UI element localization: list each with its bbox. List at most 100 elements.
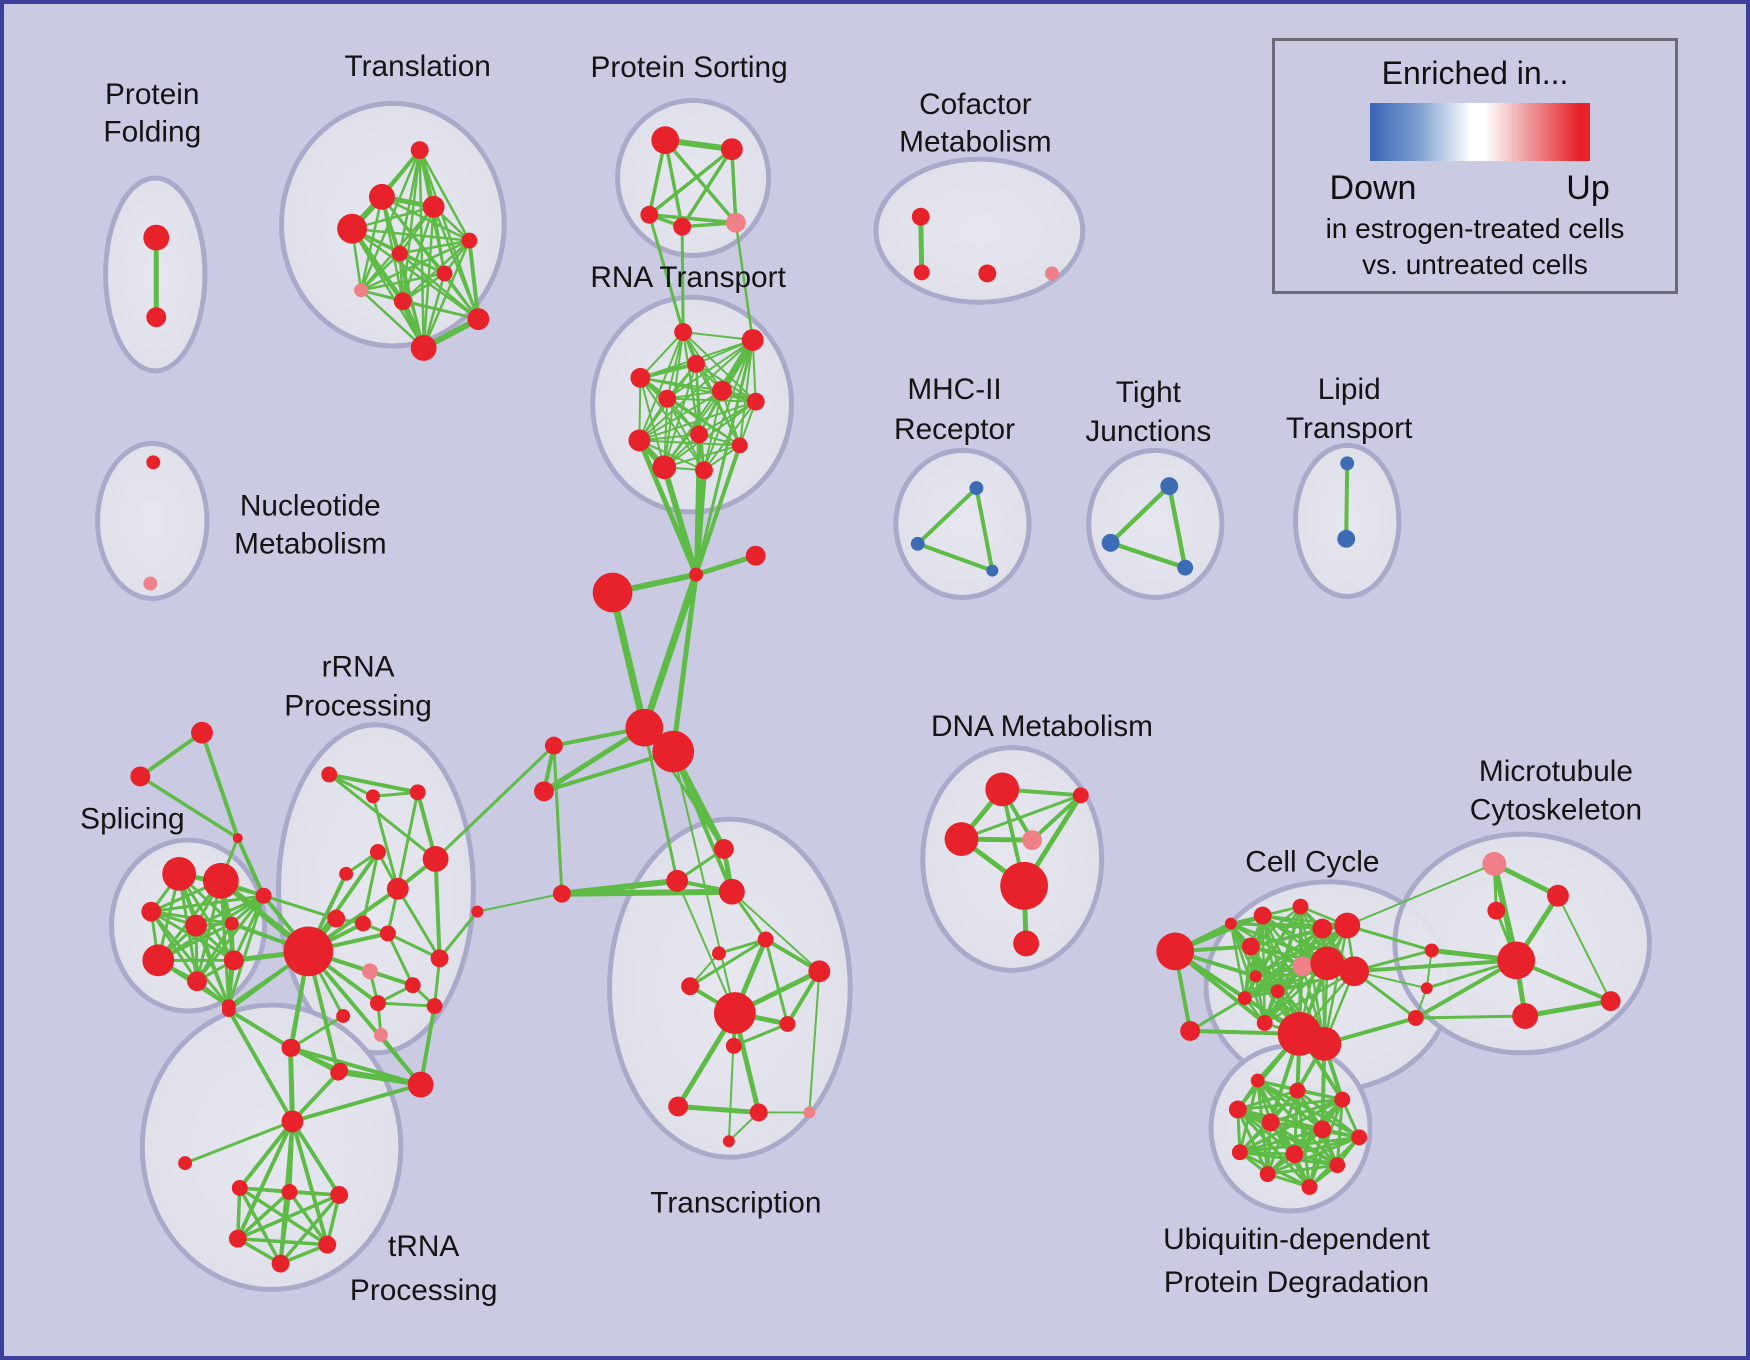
legend-gradient-bar — [1370, 103, 1590, 161]
gene-set-node-T1 — [410, 141, 429, 160]
network-edge — [327, 772, 375, 798]
gene-set-node-Mc2 — [1420, 982, 1433, 995]
gene-set-node-RR12 — [404, 977, 421, 994]
gene-set-node-RR21 — [471, 905, 484, 918]
cluster-label-protein-folding-line1: Protein — [105, 78, 199, 111]
cluster-label-rrna-processing-line2: Processing — [284, 689, 431, 722]
network-edge — [287, 1190, 329, 1247]
network-edge — [661, 464, 700, 578]
network-edge — [1236, 1089, 1299, 1111]
network-edge — [693, 553, 759, 578]
network-edge — [695, 362, 706, 472]
gene-set-node-H1 — [689, 567, 704, 582]
network-edge — [647, 147, 734, 217]
gene-set-node-T6 — [391, 245, 408, 262]
gene-set-node-S3 — [141, 901, 162, 922]
network-edge — [290, 1119, 342, 1197]
cluster-label-rrna-processing-line1: rRNA — [322, 651, 395, 684]
network-edge — [238, 1186, 283, 1266]
network-edge — [1238, 1135, 1361, 1154]
gene-set-node-CF3 — [978, 264, 997, 283]
gene-set-node-S5 — [224, 916, 239, 931]
gene-set-node-RR11 — [362, 963, 378, 980]
network-edge — [371, 794, 400, 891]
cluster-label-mhc-ii-receptor-line1: MHC-II — [907, 373, 1001, 406]
gene-set-node-PS1 — [651, 126, 680, 155]
gene-set-node-CCsat2 — [1180, 1020, 1201, 1041]
cluster-label-ubiquitin-degradation-line1: Ubiquitin-dependent — [1163, 1223, 1431, 1256]
gene-set-node-D5 — [1000, 861, 1048, 910]
network-edge — [1522, 998, 1614, 1019]
gene-set-node-CF2 — [913, 264, 930, 281]
gene-set-node-S7 — [187, 971, 207, 992]
gene-set-node-CC11 — [1270, 984, 1285, 999]
gene-set-node-S1 — [162, 856, 197, 891]
gene-set-node-TJ2 — [1101, 533, 1120, 552]
gene-set-node-CF1 — [911, 207, 930, 226]
gene-set-node-TJ1 — [1160, 477, 1179, 496]
network-edge — [287, 1045, 295, 1124]
network-edge — [290, 1068, 343, 1124]
gene-set-node-CC5 — [1312, 918, 1333, 939]
network-edge — [682, 331, 757, 403]
cluster-label-microtubule-cytoskeleton-line1: Microtubule — [1479, 755, 1633, 788]
gene-set-node-X10 — [668, 1096, 689, 1117]
network-edge — [1344, 461, 1350, 541]
network-edge — [138, 774, 240, 840]
network-edge — [694, 432, 702, 577]
legend-caption-line1: in estrogen-treated cells — [1325, 213, 1625, 244]
network-edge — [808, 970, 821, 1114]
cluster-label-microtubule-cytoskeleton-line2: Cytoskeleton — [1470, 794, 1642, 827]
network-edge — [671, 749, 734, 894]
gene-set-node-RR1 — [321, 766, 338, 783]
network-edge — [386, 932, 415, 987]
gene-set-node-U1 — [1250, 1073, 1265, 1088]
gene-set-node-RR4 — [369, 844, 386, 860]
network-edge — [290, 1082, 423, 1124]
gene-set-node-R12 — [695, 461, 713, 480]
gene-set-node-RR10 — [386, 877, 409, 900]
network-edge — [680, 147, 734, 229]
network-edge — [1030, 793, 1083, 843]
network-edge — [541, 725, 647, 794]
network-edge — [438, 910, 479, 960]
network-edge — [236, 1193, 341, 1241]
network-edge — [432, 205, 446, 275]
gene-set-node-T8 — [354, 283, 368, 298]
gene-set-node-TJ3 — [1177, 559, 1194, 576]
network-edge — [432, 205, 480, 321]
network-edge — [1254, 924, 1349, 978]
gene-set-node-Xhub — [713, 992, 756, 1034]
network-edge — [327, 772, 438, 861]
network-edge — [558, 888, 735, 897]
gene-set-node-U7 — [1351, 1129, 1368, 1146]
gene-set-node-CC1 — [1253, 906, 1272, 925]
gene-set-node-X8 — [779, 1016, 796, 1032]
gene-set-node-R10 — [731, 437, 748, 454]
cluster-ellipse-tight-junctions — [1086, 447, 1225, 600]
network-edge — [552, 744, 564, 896]
gene-set-node-U9 — [1285, 1145, 1304, 1164]
gene-set-node-U5 — [1261, 1113, 1280, 1132]
network-edge — [688, 937, 768, 988]
network-edge — [734, 221, 754, 342]
gene-set-node-U12 — [1301, 1179, 1318, 1195]
cluster-label-nucleotide-metabolism-line2: Metabolism — [234, 527, 386, 560]
network-edge — [675, 1103, 762, 1115]
gene-set-node-R1 — [674, 323, 693, 342]
legend-down-label: Down — [1329, 169, 1417, 207]
gene-set-node-H2 — [745, 545, 766, 566]
cluster-label-protein-folding-line2: Folding — [103, 116, 201, 149]
network-edge — [663, 138, 738, 225]
network-edge — [467, 238, 481, 322]
network-edge — [732, 1022, 790, 1048]
network-edge — [1414, 1014, 1527, 1020]
network-edge — [350, 227, 471, 242]
gene-set-node-RR14 — [369, 995, 386, 1012]
gene-set-node-U10 — [1329, 1157, 1346, 1174]
network-edge — [398, 252, 446, 275]
cluster-ellipse-cofactor-metabolism — [873, 156, 1086, 305]
gene-set-node-T9 — [393, 292, 412, 311]
network-edge — [730, 890, 821, 973]
gene-set-node-RR6 — [422, 846, 449, 872]
